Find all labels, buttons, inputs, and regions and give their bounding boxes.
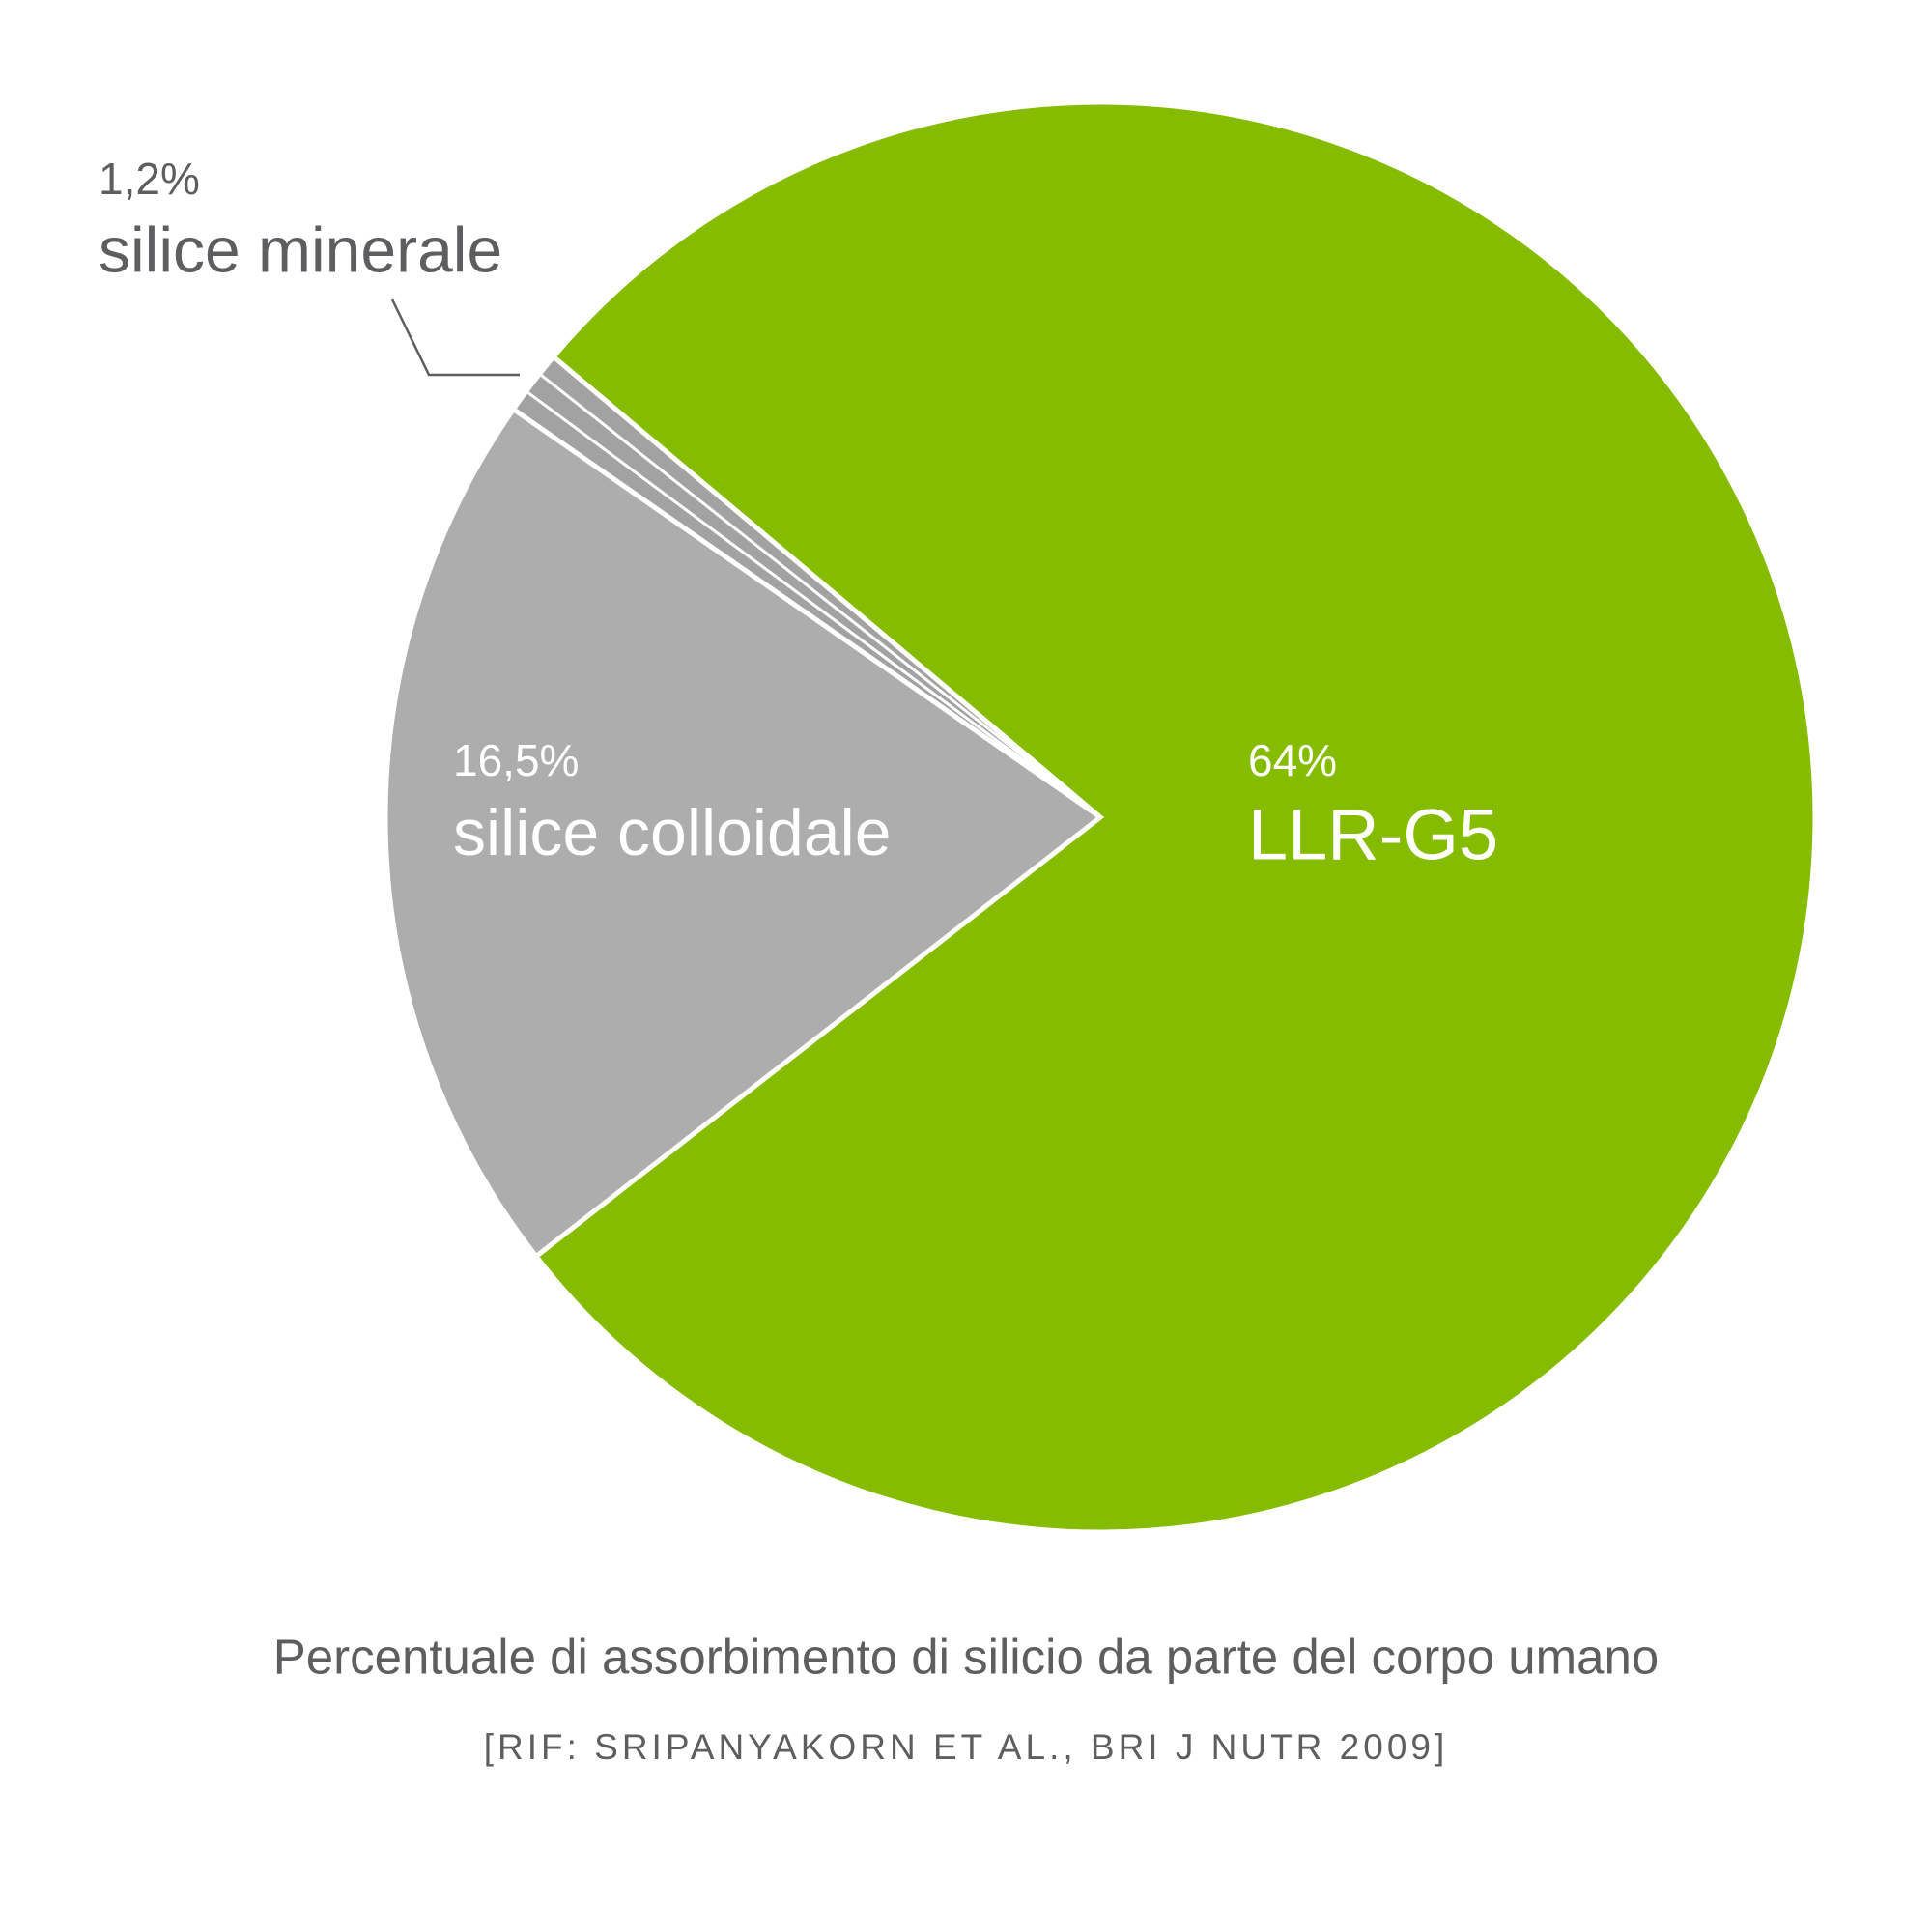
category-label: silice colloidale bbox=[453, 796, 892, 869]
chart-subtitle: [RIF: SRIPANYAKORN ET AL., BRI J NUTR 20… bbox=[484, 1727, 1449, 1767]
data-label: 16,5% bbox=[453, 735, 579, 785]
leader-line bbox=[390, 298, 520, 377]
pie-slice bbox=[532, 99, 1818, 1535]
slice-hatch bbox=[538, 372, 1101, 819]
data-label: 64% bbox=[1248, 735, 1337, 785]
category-label: LLR-G5 bbox=[1248, 795, 1498, 875]
category-label: silice minerale bbox=[99, 213, 502, 285]
slice-hatch bbox=[525, 389, 1101, 819]
data-label: 1,2% bbox=[99, 154, 200, 204]
slices bbox=[383, 99, 1818, 1535]
chart-title: Percentuale di assorbimento di silicio d… bbox=[273, 1629, 1659, 1684]
pie-slice bbox=[383, 406, 1105, 1261]
